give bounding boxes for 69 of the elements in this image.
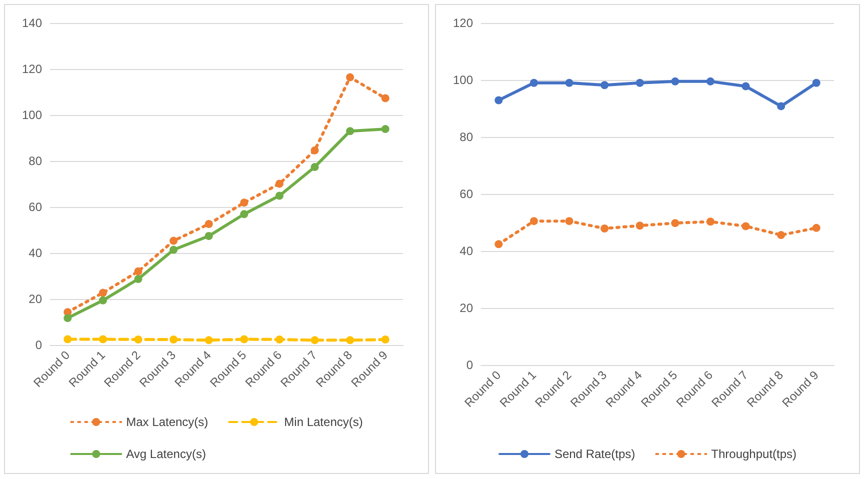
point <box>742 222 750 230</box>
point <box>812 224 820 232</box>
point <box>494 240 503 248</box>
point <box>310 146 319 154</box>
point <box>706 218 714 226</box>
y-tick-label: 0 <box>35 338 42 352</box>
y-tick-label: 40 <box>460 244 474 258</box>
legend-label: Send Rate(tps) <box>554 447 636 461</box>
point <box>812 78 820 87</box>
y-tick-label: 20 <box>28 292 42 306</box>
point <box>381 94 390 102</box>
point <box>64 335 72 344</box>
point <box>600 81 609 90</box>
point <box>170 335 178 344</box>
point <box>346 336 354 344</box>
y-tick-label: 100 <box>22 108 42 122</box>
point <box>346 73 354 82</box>
y-tick-label: 80 <box>28 154 42 168</box>
point <box>381 125 390 134</box>
point <box>706 77 714 86</box>
legend-label: Min Latency(s) <box>284 415 363 429</box>
point <box>240 210 248 218</box>
y-tick-label: 120 <box>22 62 42 76</box>
point <box>381 335 390 344</box>
point <box>310 336 319 344</box>
point <box>777 231 786 240</box>
legend-label: Max Latency(s) <box>126 415 208 429</box>
point <box>134 274 142 283</box>
point <box>98 288 107 297</box>
y-tick-label: 20 <box>460 301 474 315</box>
y-tick-label: 140 <box>22 16 42 30</box>
point <box>134 267 142 276</box>
point <box>98 335 107 344</box>
point <box>494 96 503 104</box>
y-tick-label: 100 <box>452 73 474 87</box>
y-tick-label: 80 <box>460 130 474 144</box>
point <box>240 335 248 344</box>
point <box>565 78 574 87</box>
point <box>530 78 538 87</box>
point <box>636 222 644 230</box>
point <box>530 217 538 226</box>
point <box>275 192 284 200</box>
point <box>170 236 178 245</box>
point <box>275 335 284 344</box>
legend-label: Throughput(tps) <box>711 447 797 461</box>
point <box>275 180 284 188</box>
point <box>565 217 574 226</box>
y-tick-label: 60 <box>28 200 42 214</box>
y-tick-label: 60 <box>460 187 474 201</box>
point <box>742 82 750 90</box>
point <box>600 224 609 232</box>
point <box>240 198 248 207</box>
y-tick-label: 0 <box>466 358 474 372</box>
point <box>346 127 354 136</box>
point <box>310 162 319 171</box>
point <box>204 220 213 228</box>
y-tick-label: 40 <box>28 246 42 260</box>
point <box>671 219 680 228</box>
y-tick-label: 120 <box>452 16 474 30</box>
point <box>170 246 178 254</box>
point <box>98 296 107 304</box>
point <box>777 102 786 110</box>
point <box>204 232 213 240</box>
point <box>134 335 142 344</box>
point <box>636 78 644 87</box>
point <box>671 77 680 86</box>
legend-label: Avg Latency(s) <box>126 447 206 461</box>
point <box>204 336 213 344</box>
point <box>64 314 72 322</box>
